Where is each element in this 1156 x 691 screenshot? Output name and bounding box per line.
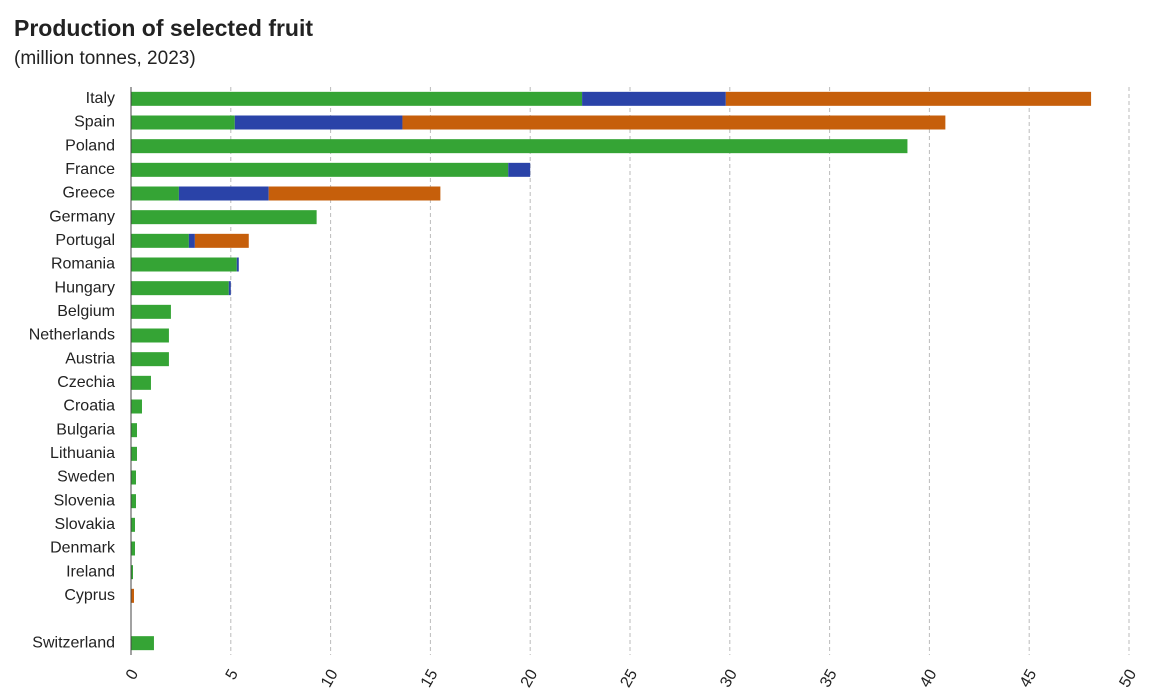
bar-segment bbox=[236, 257, 239, 272]
bar-segment bbox=[131, 91, 583, 106]
bar-segment bbox=[178, 186, 269, 201]
y-tick-label: Switzerland bbox=[32, 634, 115, 651]
bar-segment bbox=[508, 162, 531, 177]
bar-segment bbox=[131, 304, 171, 319]
x-tick-label: 15 bbox=[418, 667, 442, 691]
y-tick-label: Hungary bbox=[55, 279, 115, 296]
bar-segment bbox=[131, 162, 509, 177]
bar-segment bbox=[131, 115, 235, 130]
y-tick-label: Netherlands bbox=[29, 327, 115, 344]
bar-segment bbox=[402, 115, 946, 130]
bar-segment bbox=[131, 588, 134, 603]
y-tick-label: Slovenia bbox=[54, 492, 115, 509]
y-tick-label: Slovakia bbox=[55, 516, 116, 533]
y-tick-label: Cyprus bbox=[64, 587, 115, 604]
y-tick-label: Italy bbox=[86, 90, 115, 107]
bar-segment bbox=[131, 399, 142, 414]
bar-segment bbox=[131, 517, 135, 532]
bar-segment bbox=[131, 233, 189, 248]
bar-segment bbox=[131, 186, 179, 201]
bar-segment bbox=[131, 257, 237, 272]
chart-subtitle: (million tonnes, 2023) bbox=[14, 48, 196, 69]
y-tick-label: Bulgaria bbox=[56, 421, 115, 438]
x-tick-label: 10 bbox=[318, 667, 342, 691]
bar-segment bbox=[131, 565, 133, 580]
x-tick-label: 30 bbox=[717, 667, 741, 691]
bar-segment bbox=[131, 328, 169, 343]
bar-segment bbox=[725, 91, 1092, 106]
bar-segment bbox=[131, 470, 136, 485]
x-tick-label: 45 bbox=[1017, 667, 1041, 691]
bar-segment bbox=[234, 115, 403, 130]
x-tick-label: 40 bbox=[917, 667, 941, 691]
y-tick-label: Austria bbox=[65, 350, 115, 367]
bar-segment bbox=[131, 541, 135, 556]
x-tick-label: 5 bbox=[223, 667, 242, 683]
y-tick-label: Croatia bbox=[63, 398, 115, 415]
bar-segment bbox=[131, 636, 154, 651]
y-tick-label: Czechia bbox=[57, 374, 115, 391]
y-tick-label: Ireland bbox=[66, 563, 115, 580]
bar-segment bbox=[131, 494, 136, 509]
x-tick-label: 50 bbox=[1116, 667, 1140, 691]
bar-segment bbox=[131, 423, 137, 438]
x-tick-label: 0 bbox=[123, 667, 142, 683]
y-tick-label: Germany bbox=[49, 208, 115, 225]
bar-segment bbox=[131, 352, 169, 367]
bar-segment bbox=[194, 233, 249, 248]
y-tick-label: Portugal bbox=[55, 232, 115, 249]
bar-segment bbox=[228, 281, 231, 296]
bar-segment bbox=[131, 446, 137, 461]
bar-segment bbox=[268, 186, 441, 201]
chart-title: Production of selected fruit bbox=[14, 15, 313, 41]
bar-segment bbox=[131, 375, 151, 390]
bar-segment bbox=[131, 210, 317, 225]
x-tick-label: 20 bbox=[518, 667, 542, 691]
y-tick-label: Spain bbox=[74, 114, 115, 131]
bar-segment bbox=[131, 281, 229, 296]
y-tick-label: Romania bbox=[51, 256, 115, 273]
x-tick-label: 35 bbox=[817, 667, 841, 691]
y-tick-label: Sweden bbox=[57, 469, 115, 486]
x-tick-label: 25 bbox=[617, 667, 641, 691]
y-tick-label: Lithuania bbox=[50, 445, 115, 462]
y-tick-label: Belgium bbox=[57, 303, 115, 320]
y-tick-label: Denmark bbox=[50, 540, 116, 557]
bar-segment bbox=[582, 91, 726, 106]
y-tick-label: Poland bbox=[65, 137, 115, 154]
bar-segment bbox=[131, 139, 908, 154]
bar-segment bbox=[188, 233, 195, 248]
y-tick-label: France bbox=[65, 161, 115, 178]
y-tick-label: Greece bbox=[63, 185, 116, 202]
